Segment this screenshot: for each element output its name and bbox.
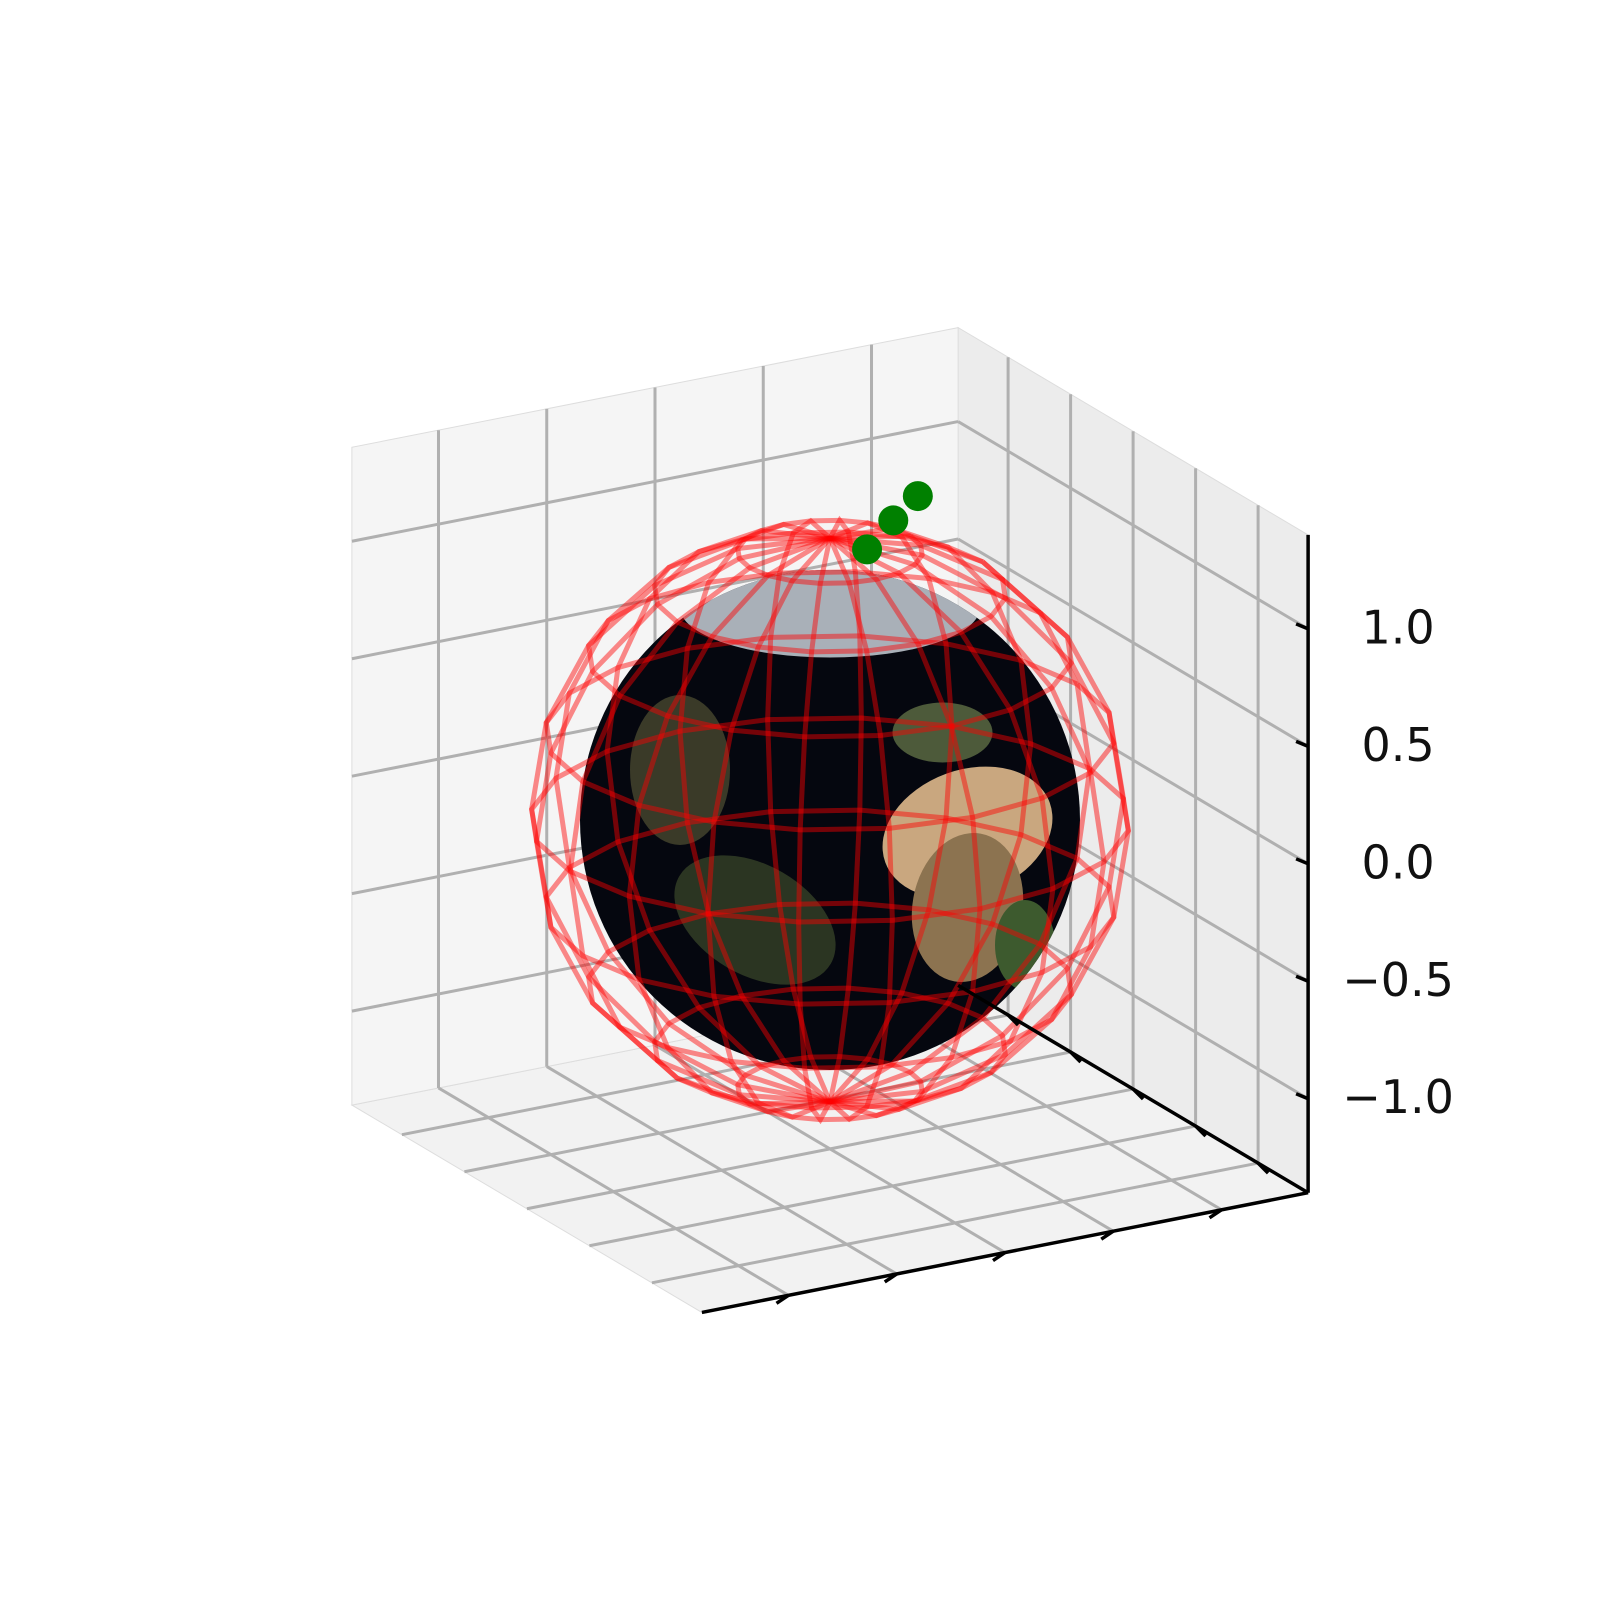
- x-tick: [775, 1293, 790, 1305]
- points: [852, 481, 933, 565]
- z-tick-label: 1.0: [1362, 600, 1435, 654]
- wire-meridian: [827, 537, 895, 1123]
- z-tick-label: 0.5: [1362, 718, 1435, 772]
- y-tick: [1131, 1087, 1145, 1101]
- z-tick-label: 0.0: [1362, 835, 1435, 889]
- wire-latitude: [651, 529, 1009, 655]
- landmass: [674, 855, 836, 985]
- grid-line: [589, 1124, 1196, 1248]
- axes: −1.0 −0.5 0.0 0.5 1.0: [701, 534, 1454, 1315]
- y-tick: [1006, 1013, 1020, 1027]
- wire-latitude: [735, 1054, 925, 1123]
- wire-meridian: [829, 533, 1093, 1105]
- point: [878, 505, 909, 536]
- wire-meridian: [829, 535, 1107, 1105]
- z-tick: [1295, 857, 1309, 866]
- grid-line: [464, 1050, 1071, 1174]
- landmass: [680, 570, 980, 658]
- wire-meridian: [765, 517, 833, 1103]
- wire-meridian: [529, 535, 831, 1105]
- wire-meridian: [534, 535, 831, 1105]
- y-tick: [1256, 1161, 1270, 1175]
- wire-meridian: [827, 515, 864, 1103]
- wire-latitude: [543, 807, 1117, 1007]
- wire-meridian: [828, 535, 1056, 1112]
- z-tick-label: −0.5: [1342, 953, 1454, 1007]
- land: [630, 570, 1055, 990]
- wire-latitude: [585, 569, 1075, 740]
- grid-line: [526, 1087, 1134, 1211]
- wire-meridian: [828, 536, 983, 1119]
- x-tick: [1100, 1229, 1115, 1241]
- wire-meridian: [828, 525, 1034, 1105]
- wire-latitude: [651, 985, 1009, 1111]
- landmass: [892, 702, 993, 763]
- wire-meridian: [829, 535, 1126, 1105]
- wire-latitude: [543, 633, 1117, 833]
- wire-meridian: [705, 536, 832, 1120]
- x-tick: [883, 1272, 898, 1284]
- earth: [580, 570, 1080, 1070]
- z-tick: [1295, 622, 1309, 631]
- x-tick: [992, 1251, 1006, 1263]
- z-tick: [1295, 1092, 1309, 1101]
- wireframe: [529, 515, 1131, 1125]
- z-tick-label: −1.0: [1342, 1070, 1454, 1124]
- wire-meridian: [553, 535, 831, 1105]
- wire-meridian: [604, 528, 832, 1105]
- landmass: [630, 695, 730, 845]
- z-tick: [1295, 739, 1309, 748]
- grid-line: [351, 420, 959, 543]
- point: [902, 481, 933, 512]
- x-tick: [1208, 1208, 1223, 1220]
- grid-line: [651, 1161, 1259, 1285]
- wire-latitude: [529, 715, 1131, 925]
- wire-meridian: [567, 535, 831, 1107]
- wire-meridian: [829, 535, 1131, 1105]
- point: [852, 534, 883, 565]
- wire-latitude: [735, 517, 925, 586]
- z-tick: [1295, 974, 1309, 983]
- wire-meridian: [626, 535, 832, 1115]
- y-tick: [1194, 1124, 1207, 1138]
- y-tick: [1069, 1050, 1082, 1064]
- wire-latitude: [585, 900, 1075, 1071]
- grid-line: [957, 420, 1309, 631]
- wire-meridian: [677, 521, 832, 1104]
- wire-meridian: [796, 537, 833, 1125]
- grid-line: [957, 537, 1309, 748]
